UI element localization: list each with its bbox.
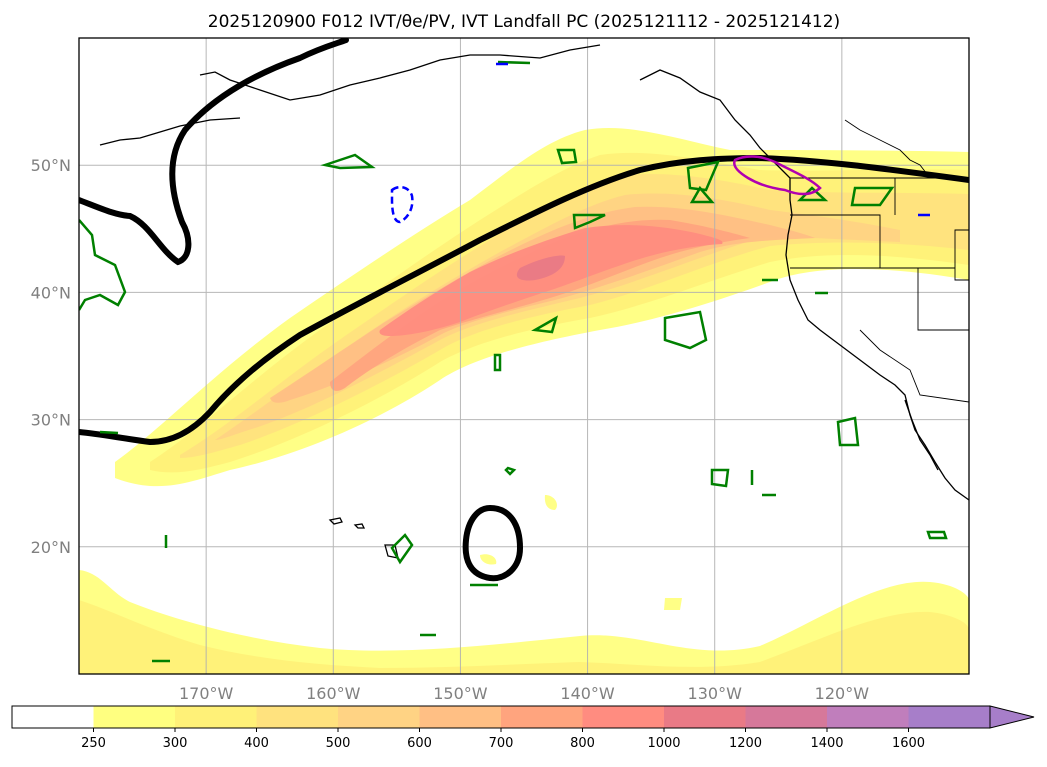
colorbar-segment [908, 706, 991, 728]
colorbar-extend-arrow [989, 705, 1035, 729]
pv-contour-14 [79, 219, 127, 311]
lon-tick-label: 160°W [306, 684, 361, 703]
ivt-band-800 [379, 225, 723, 336]
colorbar: 250 300 400 500 600 700 800 1000 1200 1400 1600 [11, 705, 1035, 751]
colorbar-tick-label: 1600 [892, 736, 925, 751]
ivt-band-400 [180, 173, 969, 458]
colorbar-segment [93, 706, 176, 728]
colorbar-tick-label: 800 [570, 736, 595, 751]
colorbar-tick-label: 1400 [810, 736, 843, 751]
colorbar-tick-label: 1000 [647, 736, 680, 751]
map-frame [78, 37, 970, 675]
pv-contour-13 [390, 533, 414, 565]
landfall-pc-contour [733, 155, 822, 196]
lon-tick-label: 120°W [815, 684, 870, 703]
border-states-2 [844, 119, 969, 403]
pv-contour-8 [689, 185, 715, 204]
lon-tick-label: 140°W [560, 684, 615, 703]
pv-contour-6 [663, 310, 708, 350]
lat-tick-label: 30°N [31, 411, 71, 430]
coastline-aleutians [99, 117, 241, 146]
colorbar-segment [745, 706, 828, 728]
longitude-labels: 170°W 160°W 150°W 140°W 130°W 120°W [179, 684, 869, 703]
lat-tick-label: 40°N [31, 283, 71, 302]
colorbar-segment [827, 706, 909, 728]
pv-contour-2 [556, 148, 578, 165]
theta-e-contour-closed [462, 504, 524, 582]
ivt-band-300-south [79, 600, 969, 674]
colorbar-segment [338, 706, 420, 728]
lat-tick-label: 20°N [31, 538, 71, 557]
map-background [79, 38, 969, 674]
ivt-band-250-south [79, 570, 969, 674]
pv-contour-7 [686, 160, 721, 192]
ivt-shading [79, 128, 969, 674]
pv-contour-4 [531, 315, 559, 334]
pv-contour-10 [850, 186, 895, 207]
colorbar-segment [501, 706, 583, 728]
map-panel [78, 37, 970, 675]
colorbar-tick-label: 700 [489, 736, 514, 751]
pv-contour-15 [926, 530, 948, 540]
colorbar-segment [664, 706, 746, 728]
lon-tick-label: 150°W [433, 684, 488, 703]
pv-contour-3 [572, 213, 606, 230]
figure-title: 2025120900 F012 IVT/θe/PV, IVT Landfall … [208, 12, 840, 32]
coastline-north-america [639, 69, 969, 501]
pv-contour-11 [836, 416, 860, 447]
latitude-labels: 20°N 30°N 40°N 50°N [31, 156, 71, 557]
pv-contour-21 [762, 278, 828, 497]
coastline-baja [904, 399, 939, 471]
colorbar-tick-label: 1200 [729, 736, 762, 751]
ivt-band-600 [270, 206, 815, 403]
ivt-patch-1 [544, 495, 557, 510]
pv-contour-22 [164, 466, 754, 548]
theta-e-contour-west [79, 38, 349, 266]
blue-contour-small-1 [496, 62, 930, 217]
colorbar-tick-label: 400 [244, 736, 269, 751]
dashed-contour [390, 185, 414, 224]
colorbar-segment [256, 706, 339, 728]
lon-tick-label: 130°W [688, 684, 743, 703]
colorbar-segment [582, 706, 665, 728]
colorbar-tick-label: 600 [407, 736, 432, 751]
ivt-patch-2 [480, 554, 497, 565]
colorbar-segment [12, 706, 94, 728]
pv-contours [79, 60, 948, 663]
colorbar-tick-label: 250 [81, 736, 106, 751]
border-states-1 [790, 178, 969, 331]
lat-tick-label: 50°N [31, 156, 71, 175]
colorbar-tick-label: 300 [163, 736, 188, 751]
gridlines [79, 38, 969, 674]
ivt-band-700 [330, 219, 750, 391]
colorbar-segment [175, 706, 257, 728]
pv-contour-16 [497, 60, 531, 65]
ivt-band-1000 [516, 255, 565, 281]
colorbar-tick-label: 500 [326, 736, 351, 751]
pv-contour-12 [710, 468, 730, 488]
pv-contour-18 [99, 430, 119, 435]
lon-tick-label: 170°W [179, 684, 234, 703]
pv-contour-1 [320, 153, 376, 170]
pv-contour-5 [493, 353, 502, 372]
ivt-patch-3 [664, 598, 682, 610]
colorbar-segment [419, 706, 502, 728]
